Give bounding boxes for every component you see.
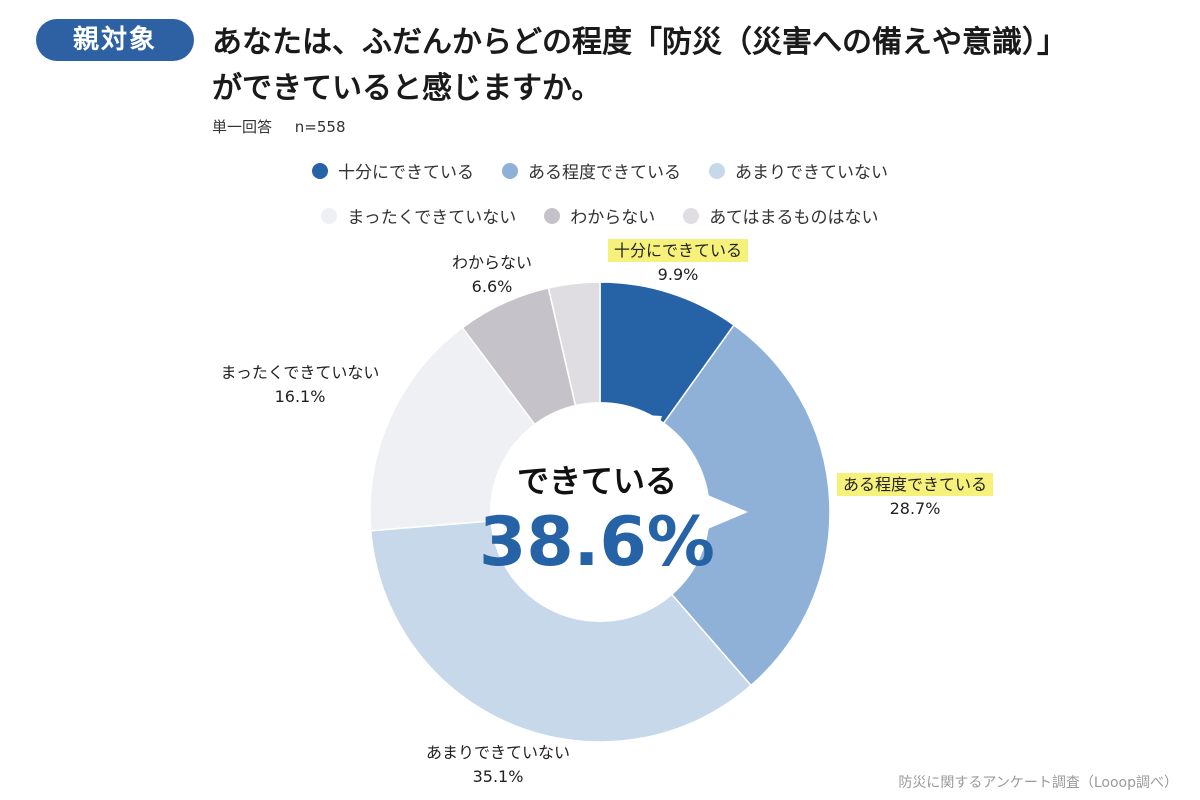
slice-label-not-at-all: まったくできていない [221, 363, 380, 382]
legend-label: あまりできていない [735, 163, 888, 183]
slice-label-not-much: あまりできていない [426, 743, 570, 762]
legend-label: まったくできていない [347, 208, 517, 228]
legend-label: 十分にできている [338, 163, 474, 183]
slice-value-not-much: 35.1% [473, 767, 524, 786]
slice-label-somewhat: ある程度できている [843, 475, 987, 494]
callout-pointer-right [696, 490, 748, 534]
slice-not-much [369, 511, 753, 743]
center-caption: できている [517, 462, 677, 500]
chart-title: あなたは、ふだんからどの程度「防災（災害への備えや意識）」 ができていると感じま… [212, 20, 1172, 112]
label-highlight [836, 473, 994, 496]
center-value: 38.6% [479, 503, 715, 582]
slice-label-sufficient: 十分にできている [614, 241, 742, 260]
legend-swatch [683, 207, 700, 224]
survey-meta: 単一回答 n=558 [212, 116, 346, 137]
sample-size: n=558 [294, 118, 346, 136]
legend-row-1: 十分にできている ある程度できている あまりできていない [0, 158, 1200, 183]
title-line-1: あなたは、ふだんからどの程度「防災（災害への備えや意識）」 [212, 25, 1067, 60]
center-callout [490, 402, 710, 622]
legend-item-unknown: わからない [544, 203, 655, 228]
legend-label: ある程度できている [528, 163, 681, 183]
callout-pointer-top [590, 412, 662, 460]
legend-item-not-at-all: まったくできていない [321, 203, 516, 228]
target-badge: 親対象 [36, 19, 194, 61]
legend-item-sufficient: 十分にできている [312, 158, 474, 183]
legend-swatch [502, 162, 518, 179]
source-note: 防災に関するアンケート調査（Looop調べ） [898, 775, 1178, 791]
label-highlight [607, 239, 749, 262]
slice-value-unknown: 6.6% [472, 277, 513, 296]
slice-label-unknown: わからない [452, 253, 532, 272]
legend-item-somewhat: ある程度できている [502, 158, 681, 183]
legend-swatch [321, 207, 338, 224]
answer-type: 単一回答 [212, 118, 273, 136]
legend-item-not-applicable: あてはまるものはない [683, 203, 879, 228]
legend-item-not-much: あまりできていない [709, 158, 888, 183]
legend-label: あてはまるものはない [709, 208, 879, 228]
legend-swatch [709, 162, 725, 179]
slice-value-somewhat: 28.7% [890, 499, 941, 518]
legend-swatch [312, 162, 328, 179]
slice-value-sufficient: 9.9% [658, 265, 699, 284]
legend-swatch [544, 207, 561, 224]
legend-row-2: まったくできていない わからない あてはまるものはない [0, 203, 1200, 228]
legend-label: わからない [570, 208, 656, 228]
slice-labels: 十分にできている 9.9% ある程度できている 28.7% あまりできていない 35.1%… [221, 239, 994, 786]
slice-value-not-at-all: 16.1% [275, 387, 326, 406]
title-line-2: ができていると感じますか。 [212, 71, 602, 106]
